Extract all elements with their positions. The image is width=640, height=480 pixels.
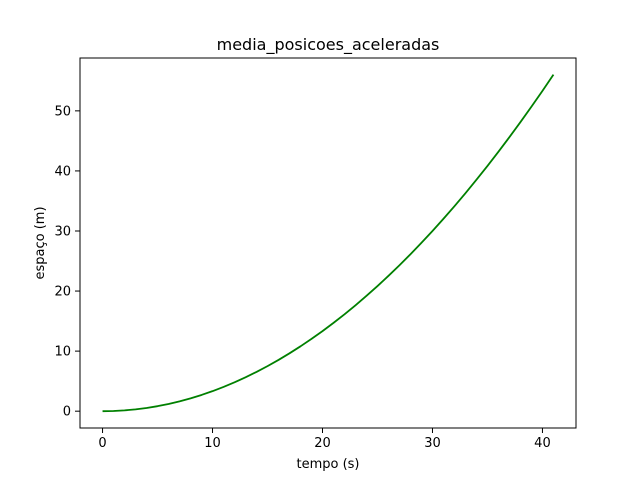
x-tick-label-1: 10 (204, 436, 221, 451)
x-tick-label-0: 0 (98, 436, 106, 451)
y-axis-label: espaço (m) (33, 206, 48, 279)
x-axis-ticks: 0 10 20 30 40 (98, 428, 551, 451)
x-tick-label-3: 30 (424, 436, 441, 451)
y-axis-ticks: 0 10 20 30 40 50 (54, 104, 80, 420)
y-tick-label-4: 40 (54, 164, 71, 179)
y-tick-label-5: 50 (54, 104, 71, 119)
y-tick-label-1: 10 (54, 345, 71, 360)
x-axis-label: tempo (s) (296, 457, 359, 472)
y-tick-label-3: 30 (54, 224, 71, 239)
x-tick-label-4: 40 (534, 436, 551, 451)
x-tick-label-2: 20 (314, 436, 331, 451)
axes-frame (79, 57, 577, 429)
series-line-0 (102, 74, 555, 413)
y-tick-label-0: 0 (63, 405, 71, 420)
chart-title: media_posicoes_aceleradas (217, 35, 440, 55)
plot-area (102, 74, 555, 413)
y-tick-label-2: 20 (54, 285, 71, 300)
